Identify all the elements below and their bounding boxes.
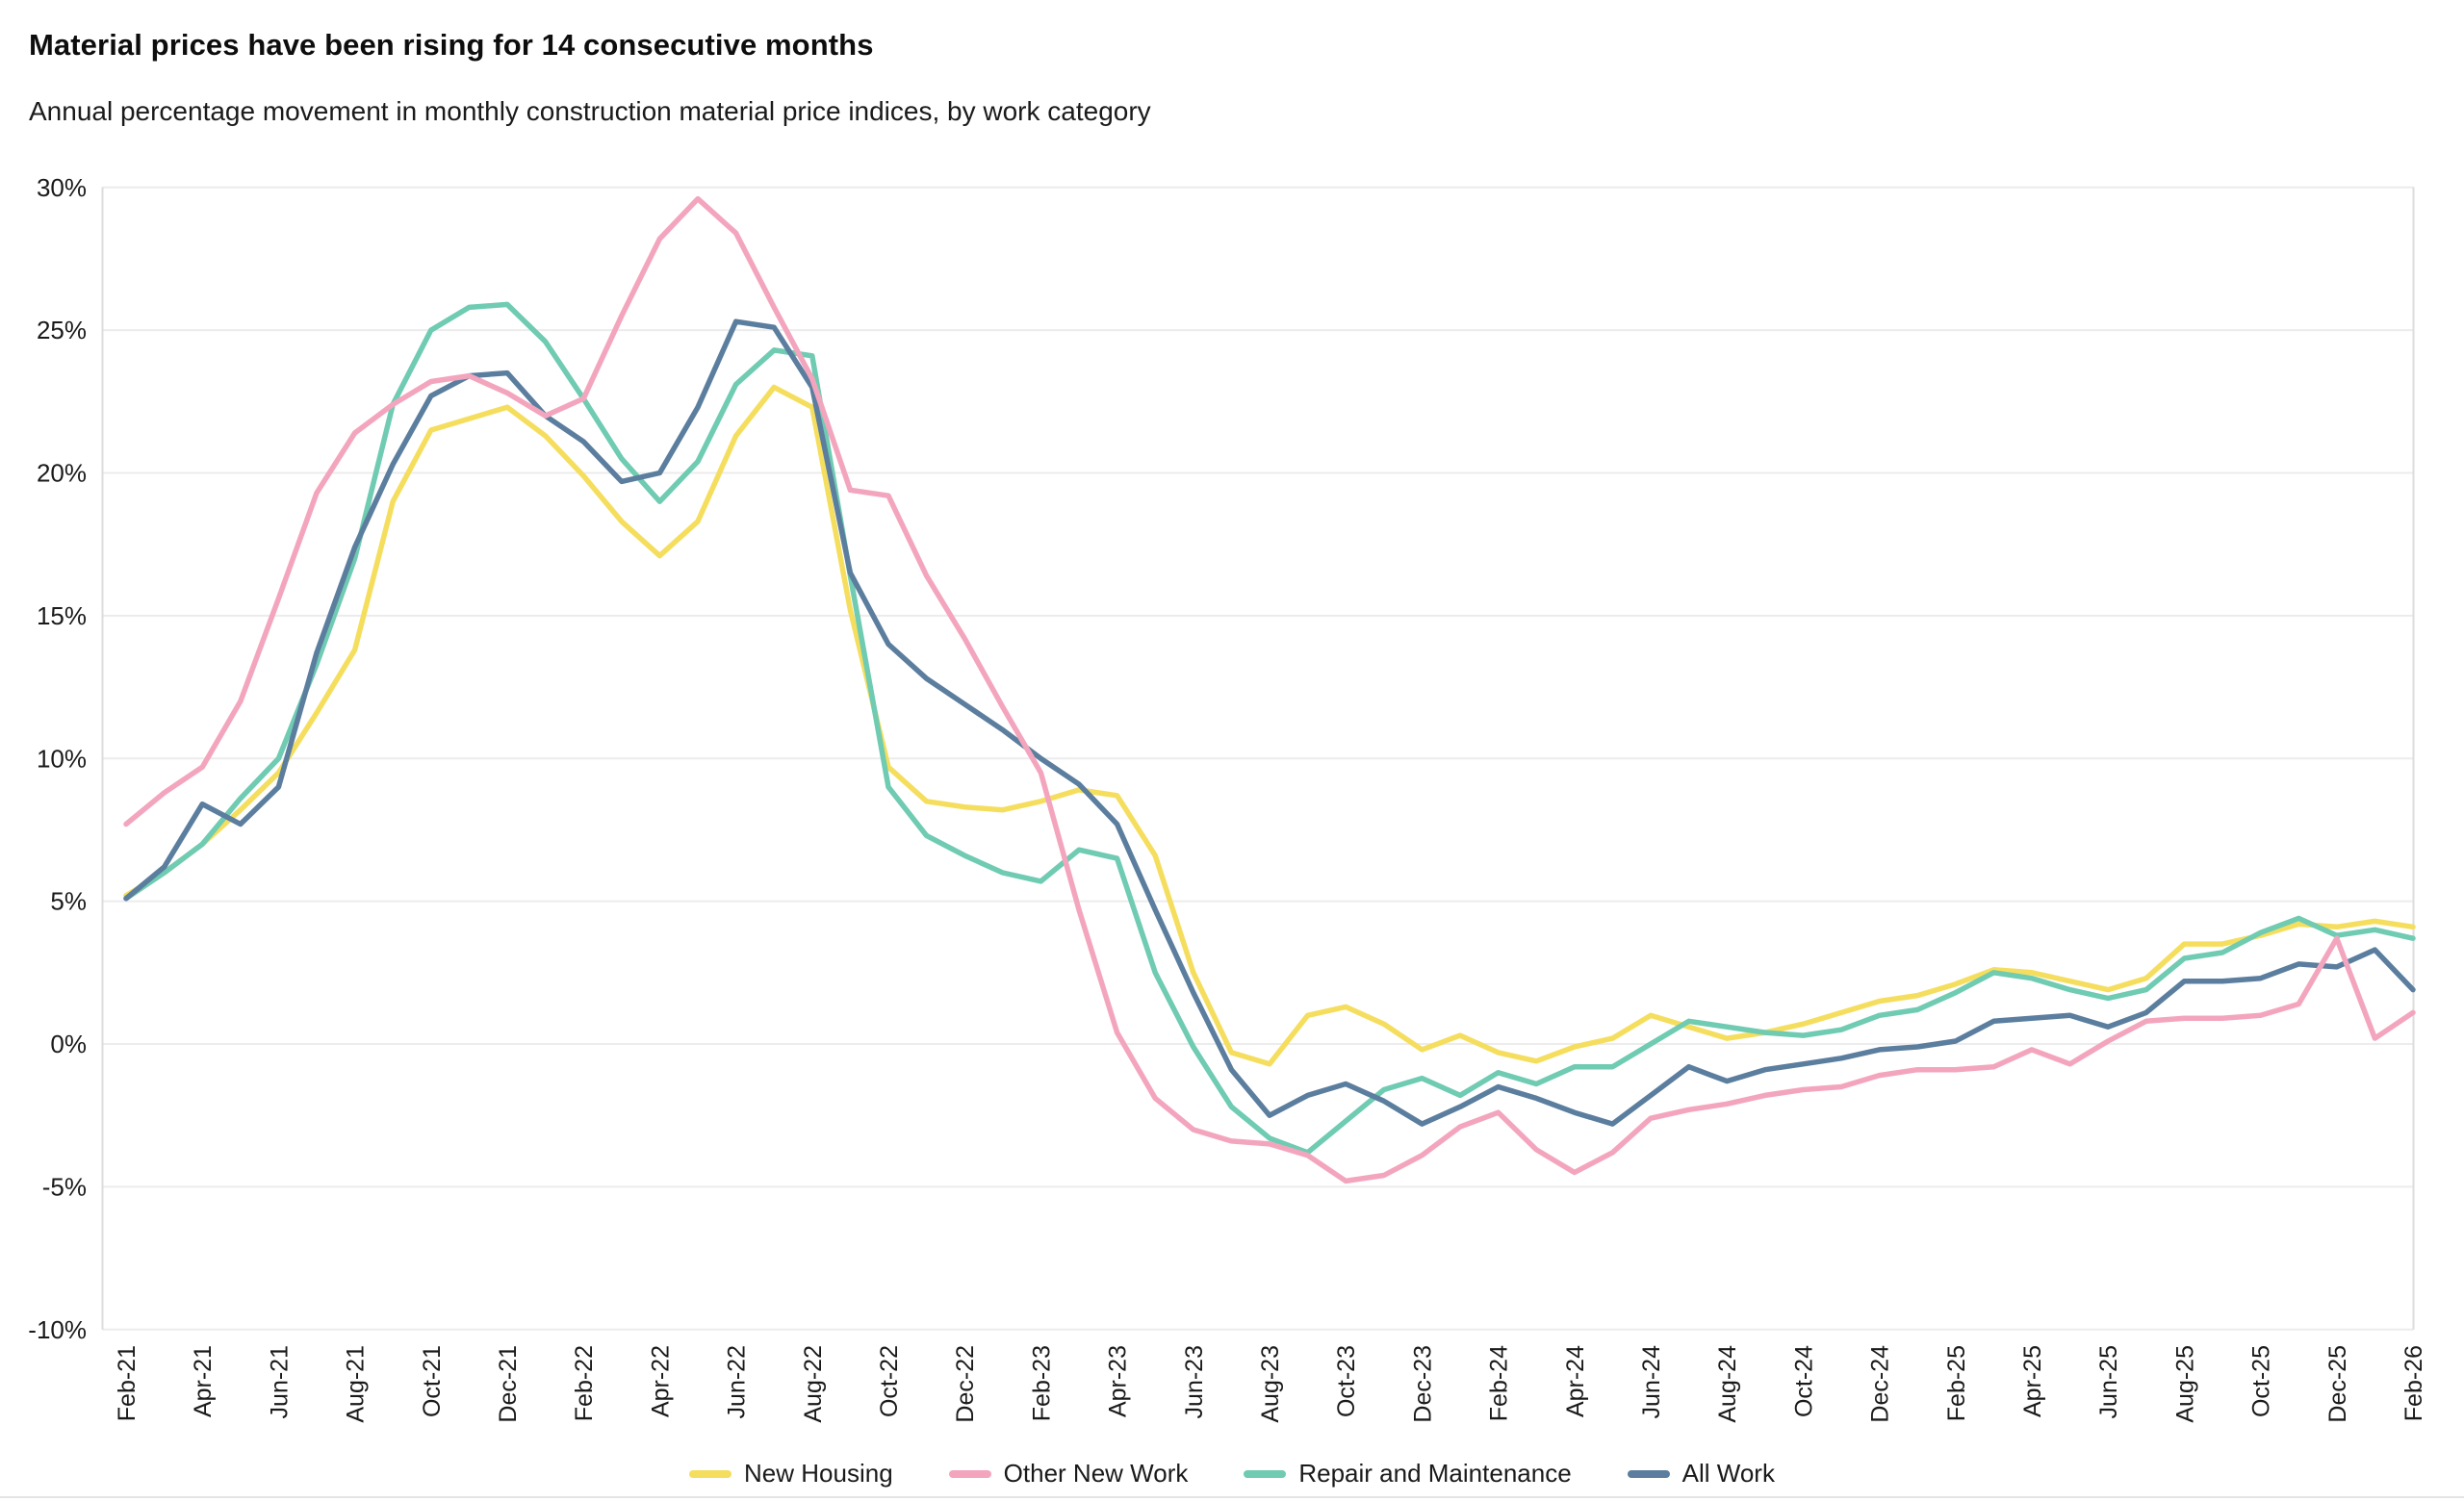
x-axis-tick-label: Jun-24 (1638, 1345, 1665, 1419)
y-axis-tick-label: -5% (42, 1172, 87, 1201)
legend-item-other-new-work: Other New Work (948, 1459, 1189, 1489)
legend-item-all-work: All Work (1627, 1459, 1775, 1489)
x-axis-tick-label: Feb-26 (2400, 1345, 2427, 1421)
y-axis-tick-label: 25% (37, 316, 87, 344)
x-axis-tick-label: Dec-25 (2324, 1345, 2351, 1423)
legend-swatch-other-new-work (948, 1469, 991, 1478)
legend-swatch-repair-and-maintenance (1244, 1469, 1287, 1478)
x-axis-tick-label: Dec-21 (495, 1345, 522, 1423)
legend-swatch-all-work (1627, 1469, 1670, 1478)
x-axis-tick-label: Jun-22 (724, 1345, 751, 1418)
y-axis-tick-label: 20% (37, 459, 87, 488)
x-axis-tick-label: Feb-24 (1486, 1345, 1513, 1421)
x-axis-tick-label: Aug-22 (800, 1345, 827, 1423)
x-axis-tick-label: Jun-23 (1181, 1345, 1208, 1418)
y-axis-tick-label: 30% (37, 173, 87, 202)
x-axis-tick-label: Feb-21 (114, 1345, 141, 1421)
x-axis-tick-label: Aug-25 (2171, 1345, 2198, 1423)
x-axis-tick-label: Dec-23 (1409, 1345, 1436, 1423)
x-axis-tick-label: Apr-24 (1562, 1345, 1589, 1417)
y-axis-tick-label: 5% (50, 887, 87, 916)
y-axis-tick-label: 15% (37, 601, 87, 630)
y-axis-tick-label: 0% (50, 1030, 87, 1058)
x-axis-tick-label: Aug-24 (1714, 1345, 1741, 1423)
x-axis-tick-label: Jun-25 (2095, 1345, 2122, 1418)
series-line-all-work (123, 318, 2416, 1127)
legend-label-new-housing: New Housing (744, 1459, 893, 1488)
series-line-other-new-work (123, 195, 2416, 1184)
x-axis-tick-label: Jun-21 (266, 1345, 293, 1418)
x-axis-tick-label: Oct-21 (419, 1345, 446, 1417)
x-axis-tick-label: Apr-25 (2019, 1345, 2046, 1417)
x-axis-tick-label: Oct-25 (2248, 1345, 2275, 1417)
chart-legend: New Housing Other New Work Repair and Main… (0, 1459, 2464, 1489)
page-bottom-border (0, 1496, 2464, 1498)
x-axis-tick-label: Apr-22 (647, 1345, 674, 1417)
x-axis-tick-label: Feb-23 (1028, 1345, 1055, 1421)
legend-label-all-work: All Work (1681, 1459, 1775, 1488)
x-axis-tick-label: Oct-23 (1333, 1345, 1360, 1417)
x-axis-tick-label: Oct-24 (1790, 1345, 1817, 1417)
x-axis-tick-label: Apr-23 (1105, 1345, 1132, 1417)
x-axis-tick-label: Apr-21 (190, 1345, 217, 1417)
series-line-new-housing (123, 384, 2416, 1067)
legend-item-repair-and-maintenance: Repair and Maintenance (1244, 1459, 1572, 1489)
x-axis-tick-label: Dec-24 (1867, 1345, 1894, 1423)
x-axis-tick-label: Feb-22 (571, 1345, 598, 1421)
page-subtitle: Annual percentage movement in monthly co… (29, 96, 1151, 126)
x-axis-tick-label: Feb-25 (1943, 1345, 1970, 1421)
page-title: Material prices have been rising for 14 … (29, 27, 874, 62)
y-axis-tick-label: 10% (37, 744, 87, 773)
x-axis-tick-label: Aug-23 (1257, 1345, 1284, 1423)
legend-label-repair-and-maintenance: Repair and Maintenance (1298, 1459, 1572, 1488)
x-axis-tick-label: Dec-22 (952, 1345, 979, 1423)
x-axis-tick-label: Oct-22 (876, 1345, 903, 1417)
x-axis-tick-label: Aug-21 (343, 1345, 370, 1423)
legend-swatch-new-housing (689, 1469, 732, 1478)
legend-label-other-new-work: Other New Work (1003, 1459, 1189, 1488)
series-line-repair-and-maintenance (123, 301, 2416, 1156)
legend-item-new-housing: New Housing (689, 1459, 893, 1489)
y-axis-tick-label: -10% (28, 1315, 87, 1344)
